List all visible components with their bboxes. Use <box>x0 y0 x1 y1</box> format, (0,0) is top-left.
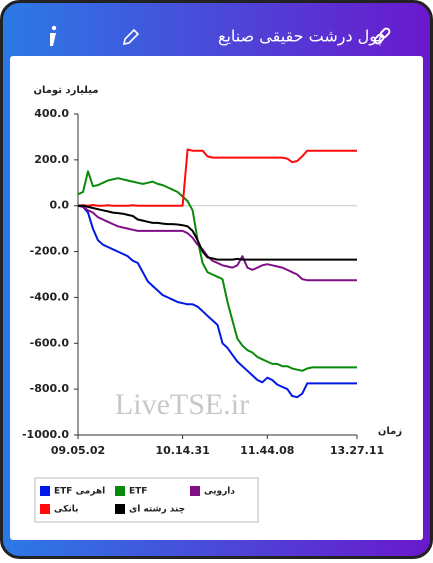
y-tick-label: -1000.0 <box>22 428 69 441</box>
x-tick-label: 09.05.02 <box>51 444 105 457</box>
series-line <box>77 204 357 399</box>
x-tick-label: 10.14.31 <box>155 444 209 457</box>
chart: میلیارد تومان زمان LiveTSE.ir 400.0 200.0… <box>22 85 402 523</box>
edit-icon[interactable] <box>122 28 140 46</box>
legend-label: بانکی <box>54 505 78 515</box>
header-title: پول درشت حقیقی صنایع <box>218 27 382 47</box>
legend-label: چند رشته ای <box>129 505 185 515</box>
series-line <box>77 170 357 372</box>
y-tick-label: -800.0 <box>30 382 70 395</box>
legend-swatch <box>115 486 125 496</box>
legend-swatch <box>115 504 125 514</box>
legend-swatch <box>40 504 50 514</box>
link-icon[interactable] <box>373 27 391 45</box>
legend-swatch <box>40 486 50 496</box>
y-tick-label: 400.0 <box>34 107 69 120</box>
y-axis-label: میلیارد تومان <box>33 85 98 96</box>
series-line <box>77 204 357 282</box>
x-tick-label: 11.44.08 <box>240 444 294 457</box>
y-tick-label: 200.0 <box>34 153 69 166</box>
legend-box <box>34 477 259 523</box>
legend-swatch <box>190 486 200 496</box>
y-tick-label: -200.0 <box>30 245 70 258</box>
watermark: LiveTSE.ir <box>115 388 249 421</box>
x-tick-label: 13.27.11 <box>330 444 384 457</box>
legend: ETF اهرمی ETF دارویی بانکی چند رشته ای <box>34 477 259 523</box>
series-line <box>77 148 357 207</box>
y-tick-label: 0.0 <box>50 199 70 212</box>
x-axis-label: زمان <box>378 426 402 437</box>
info-icon[interactable] <box>50 25 57 46</box>
y-tick-label: -600.0 <box>30 336 70 349</box>
chart-panel <box>10 56 423 540</box>
legend-label: دارویی <box>204 487 235 497</box>
legend-label: ETF اهرمی <box>54 487 105 497</box>
legend-label: ETF <box>129 487 147 497</box>
y-tick-label: -400.0 <box>30 290 70 303</box>
series-line <box>78 204 357 261</box>
